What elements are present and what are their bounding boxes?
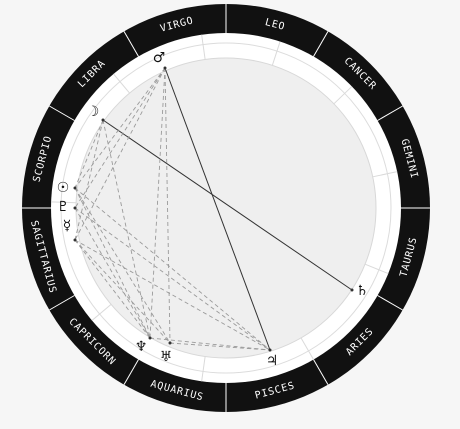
sun-icon: ☉ — [57, 180, 70, 196]
sign-label-leo: LEO — [264, 17, 287, 33]
house-divider — [51, 201, 77, 204]
uranus-marker — [168, 341, 172, 345]
neptune-icon: ♆ — [135, 339, 148, 355]
aspect-line-moon-neptune — [102, 119, 151, 339]
pluto-icon: ♇ — [57, 199, 70, 215]
aspect-line-mars-mercury — [74, 67, 166, 241]
house-divider — [91, 304, 112, 321]
house-ring-inner-edge — [60, 42, 392, 374]
house-divider — [333, 86, 353, 105]
aspect-line-neptune-jupiter — [149, 337, 271, 351]
zodiac-divider — [313, 359, 329, 385]
saturn-marker — [350, 288, 354, 292]
saturn-icon: ♄ — [356, 283, 369, 299]
aspect-line-sun-jupiter — [74, 187, 271, 351]
zodiac-divider — [49, 105, 75, 121]
aspect-line-mars-jupiter — [164, 67, 271, 351]
jupiter-icon: ♃ — [266, 353, 279, 369]
aspect-line-uranus-jupiter — [169, 342, 271, 351]
aspect-line-mars-neptune — [149, 67, 166, 339]
house-divider — [271, 41, 281, 66]
zodiac-divider — [49, 295, 75, 311]
moon-icon: ☽ — [87, 104, 100, 120]
aspect-line-moon-saturn — [102, 119, 353, 291]
zodiac-divider — [377, 105, 403, 121]
pluto-marker — [73, 206, 77, 210]
sun-marker — [73, 186, 77, 190]
mercury-marker — [73, 238, 77, 242]
zodiac-divider — [123, 359, 139, 385]
house-divider — [372, 171, 398, 178]
aspect-line-mars-sun — [74, 67, 166, 189]
zodiac-divider — [377, 295, 403, 311]
house-divider — [300, 337, 314, 360]
aspect-line-mercury-jupiter — [74, 239, 271, 351]
aspect-line-sun-uranus — [74, 187, 171, 344]
aspect-line-moon-sun — [74, 119, 104, 189]
aspect-line-mercury-uranus — [74, 239, 171, 344]
mars-icon: ♂ — [153, 50, 166, 66]
house-divider — [201, 34, 206, 60]
neptune-marker — [148, 336, 152, 340]
mercury-icon: ☿ — [63, 218, 72, 234]
aspect-line-pluto-jupiter — [74, 207, 271, 351]
aspect-line-mars-uranus — [164, 67, 171, 344]
house-divider — [364, 263, 389, 275]
zodiac-divider — [123, 31, 139, 57]
mars-marker — [163, 66, 167, 70]
moon-marker — [101, 118, 105, 122]
uranus-icon: ♅ — [160, 349, 173, 365]
zodiac-divider — [313, 31, 329, 57]
house-divider — [113, 73, 130, 94]
house-divider — [201, 356, 206, 382]
aspect-lines — [74, 67, 353, 351]
jupiter-marker — [268, 348, 272, 352]
